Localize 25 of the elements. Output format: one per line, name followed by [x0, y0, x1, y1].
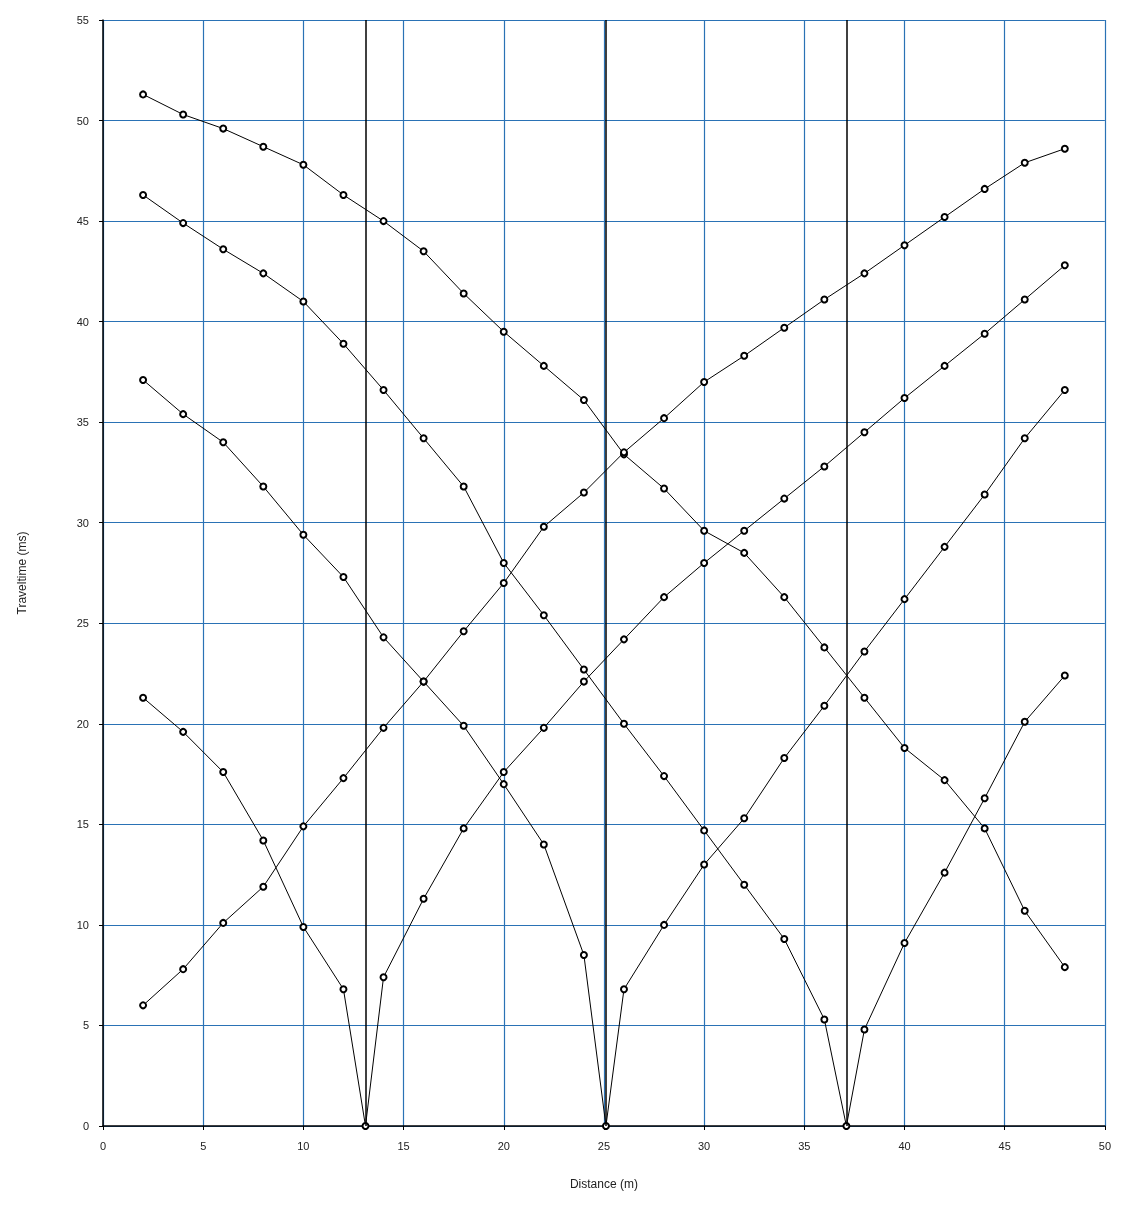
x-tick-label: 45 [998, 1139, 1011, 1152]
x-tick-label: 40 [898, 1139, 911, 1152]
x-tick-label: 25 [597, 1139, 611, 1152]
y-tick-label: 30 [76, 516, 89, 529]
y-tick-label: 0 [82, 1120, 89, 1132]
y-tick-label: 40 [76, 315, 89, 328]
x-tick-label: 5 [200, 1139, 207, 1152]
x-tick-label: 20 [497, 1139, 510, 1152]
x-tick-label: 30 [698, 1139, 711, 1152]
y-axis-title: Traveltime (ms) [15, 531, 29, 615]
y-tick-label: 5 [82, 1019, 89, 1032]
x-tick-label: 50 [1098, 1139, 1112, 1152]
y-tick-label: 55 [76, 14, 89, 26]
y-tick-label: 45 [76, 215, 89, 228]
y-tick-label: 50 [76, 114, 89, 127]
y-tick-label: 15 [76, 818, 89, 831]
x-tick-label: 0 [99, 1139, 107, 1152]
x-tick-label: 35 [798, 1139, 811, 1152]
x-tick-label: 10 [297, 1139, 310, 1152]
x-tick-label: 15 [397, 1139, 410, 1152]
y-tick-label: 35 [76, 416, 89, 429]
x-axis-title: Distance (m) [569, 1177, 638, 1191]
y-tick-label: 20 [76, 717, 89, 730]
y-tick-label: 25 [76, 617, 89, 630]
y-tick-label: 10 [76, 918, 89, 931]
